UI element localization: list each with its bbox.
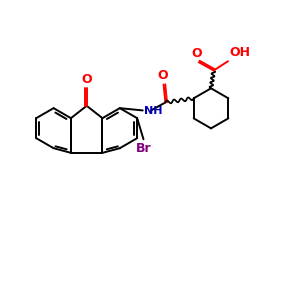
Text: O: O: [158, 69, 168, 82]
Text: OH: OH: [230, 46, 251, 59]
Text: O: O: [81, 73, 92, 86]
Text: Br: Br: [136, 142, 151, 155]
Text: NH: NH: [144, 106, 162, 116]
Text: O: O: [192, 47, 203, 60]
